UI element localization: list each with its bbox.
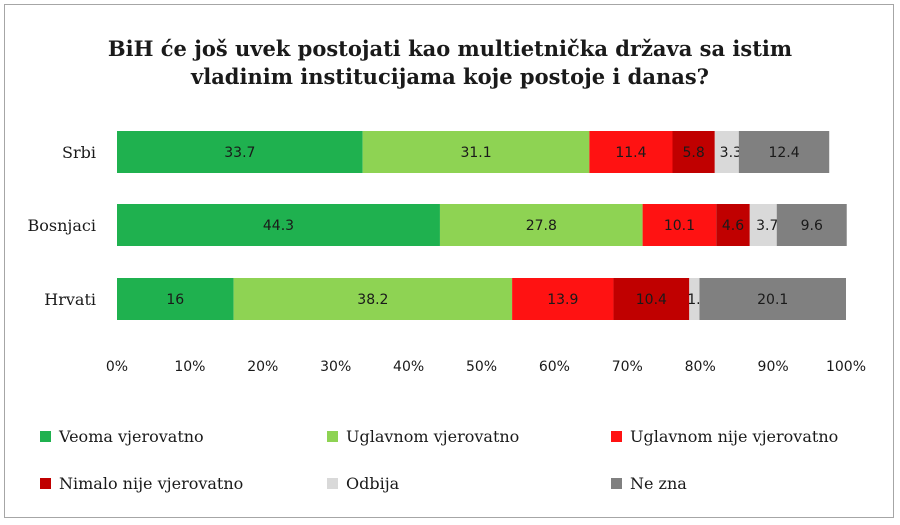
data-label-srbi-ne-zna: 12.4: [768, 145, 799, 161]
data-label-hrvati-uglavnom-nije-vjerovatno: 13.9: [547, 292, 578, 308]
legend-swatch: [40, 478, 51, 489]
bar-bosnjaci-uglavnom-vjerovatno: [439, 204, 643, 246]
bar-srbi-ne-zna: [738, 131, 830, 173]
legend-item-uglavnom-nije-vjerovatno: Uglavnom nije vjerovatno: [611, 427, 838, 446]
data-label-bosnjaci-uglavnom-nije-vjerovatno: 10.1: [664, 218, 695, 234]
data-label-srbi-uglavnom-vjerovatno: 31.1: [460, 145, 491, 161]
legend-swatch: [611, 478, 622, 489]
x-tick-label: 90%: [758, 359, 789, 375]
data-label-srbi-uglavnom-nije-vjerovatno: 11.4: [615, 145, 646, 161]
bar-bosnjaci-odbija: [749, 204, 777, 246]
bars-group: 33.7 31.1 11.4 5.8 3.3 12.4 44.3 27.8 10.1 4.6 3.7…: [117, 131, 847, 320]
legend-label: Uglavnom nije vjerovatno: [630, 427, 839, 446]
bar-bosnjaci-ne-zna: [776, 204, 847, 246]
data-label-bosnjaci-nimalo-nije-vjerovatno: 4.6: [722, 218, 744, 234]
bar-hrvati-nimalo-nije-vjerovatno: [613, 278, 690, 320]
data-label-bosnjaci-veoma-vjerovatno: 44.3: [263, 218, 294, 234]
legend-item-odbija: Odbija: [327, 474, 399, 493]
bar-srbi-odbija: [714, 131, 739, 173]
category-labels-group: Srbi Bosnjaci Hrvati: [28, 143, 96, 309]
x-tick-label: 20%: [247, 359, 278, 375]
x-tick-label: 0%: [106, 359, 128, 375]
x-tick-label: 80%: [685, 359, 716, 375]
data-label-bosnjaci-odbija: 3.7: [756, 218, 778, 234]
data-label-bosnjaci-ne-zna: 9.6: [801, 218, 823, 234]
x-tick-label: 100%: [826, 359, 866, 375]
category-label-hrvati: Hrvati: [44, 290, 96, 309]
data-label-hrvati-nimalo-nije-vjerovatno: 10.4: [636, 292, 667, 308]
data-label-srbi-odbija: 3.3: [720, 145, 742, 161]
x-tick-label: 50%: [466, 359, 497, 375]
legend-item-ne-zna: Ne zna: [611, 474, 687, 493]
legend-swatch: [327, 431, 338, 442]
legend-item-uglavnom-vjerovatno: Uglavnom vjerovatno: [327, 427, 519, 446]
legend-item-nimalo-nije-vjerovatno: Nimalo nije vjerovatno: [40, 474, 243, 493]
legend-label: Uglavnom vjerovatno: [346, 427, 520, 446]
chart-title-line-2: vladinim institucijama koje postoje i da…: [191, 64, 709, 89]
x-tick-label: 70%: [612, 359, 643, 375]
x-tick-label: 60%: [539, 359, 570, 375]
bar-bosnjaci-veoma-vjerovatno: [117, 204, 440, 246]
bar-srbi-uglavnom-vjerovatno: [362, 131, 590, 173]
bar-hrvati-ne-zna: [699, 278, 846, 320]
chart-frame: [4, 4, 894, 518]
data-label-bosnjaci-uglavnom-vjerovatno: 27.8: [526, 218, 557, 234]
chart-title-line-1: BiH će još uvek postojati kao multietnič…: [107, 36, 793, 61]
legend-label: Nimalo nije vjerovatno: [59, 474, 244, 493]
bar-bosnjaci-nimalo-nije-vjerovatno: [716, 204, 750, 246]
legend-label: Odbija: [346, 474, 400, 493]
category-label-srbi: Srbi: [62, 143, 96, 162]
legend-swatch: [611, 431, 622, 442]
legend-swatch: [40, 431, 51, 442]
bar-srbi-veoma-vjerovatno: [117, 131, 363, 173]
x-tick-label: 30%: [320, 359, 351, 375]
bar-hrvati-uglavnom-nije-vjerovatno: [512, 278, 614, 320]
data-label-hrvati-uglavnom-vjerovatno: 38.2: [357, 292, 388, 308]
bar-hrvati-veoma-vjerovatno: [117, 278, 234, 320]
bar-srbi-nimalo-nije-vjerovatno: [672, 131, 715, 173]
legend-swatch: [327, 478, 338, 489]
bar-hrvati-odbija: [689, 278, 700, 320]
x-tick-labels-group: 0% 10% 20% 30% 40% 50% 60% 70% 80% 90% 100%: [106, 359, 866, 375]
data-label-hrvati-veoma-vjerovatno: 16: [166, 292, 184, 308]
bar-bosnjaci-uglavnom-nije-vjerovatno: [642, 204, 717, 246]
x-tick-label: 40%: [393, 359, 424, 375]
x-tick-label: 10%: [174, 359, 205, 375]
data-label-srbi-veoma-vjerovatno: 33.7: [224, 145, 255, 161]
bar-srbi-uglavnom-nije-vjerovatno: [589, 131, 673, 173]
legend-label: Ne zna: [630, 474, 687, 493]
legend-item-veoma-vjerovatno: Veoma vjerovatno: [40, 427, 204, 446]
category-label-bosnjaci: Bosnjaci: [28, 216, 96, 235]
bar-hrvati-uglavnom-vjerovatno: [233, 278, 513, 320]
data-label-hrvati-ne-zna: 20.1: [757, 292, 788, 308]
legend-label: Veoma vjerovatno: [59, 427, 204, 446]
data-label-srbi-nimalo-nije-vjerovatno: 5.8: [683, 145, 705, 161]
